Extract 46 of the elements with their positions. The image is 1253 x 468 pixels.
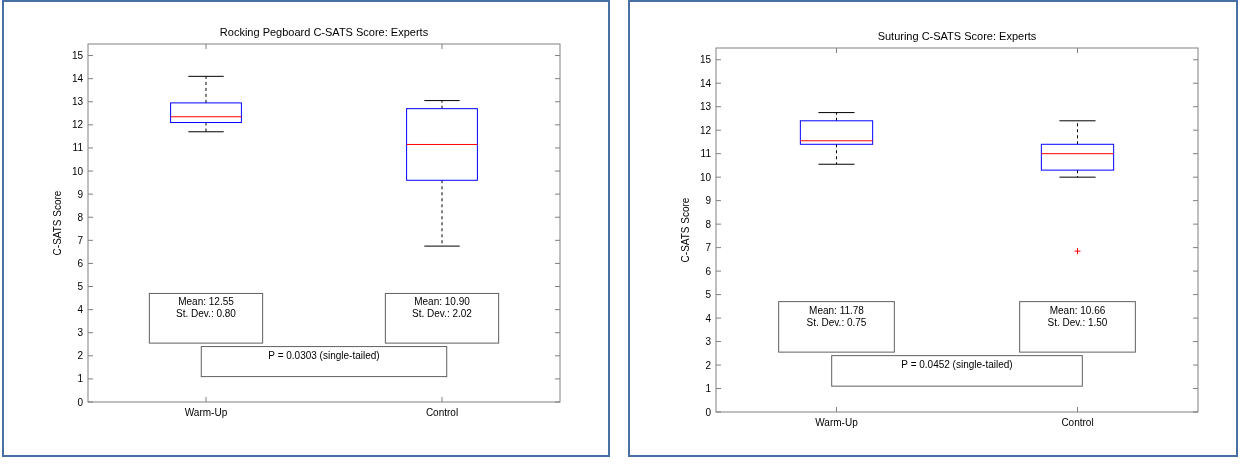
y-tick-label: 2 bbox=[77, 350, 84, 362]
y-tick-label: 4 bbox=[77, 304, 84, 316]
y-tick-label: 8 bbox=[77, 211, 84, 223]
y-tick-label: 3 bbox=[77, 327, 84, 339]
y-tick-label: 14 bbox=[71, 73, 84, 85]
y-tick-label: 11 bbox=[72, 142, 84, 154]
annotation: Mean: 10.66 St. Dev.: 1.50 bbox=[1047, 304, 1108, 328]
y-tick-label: 9 bbox=[705, 195, 712, 207]
annotation: Mean: 11.78 St. Dev.: 0.75 bbox=[806, 304, 867, 328]
y-tick-label: 1 bbox=[705, 383, 712, 395]
y-tick-label: 11 bbox=[700, 148, 712, 160]
y-tick-label: 9 bbox=[77, 188, 84, 200]
y-tick-label: 13 bbox=[699, 101, 712, 113]
y-tick-label: 15 bbox=[71, 50, 84, 62]
y-tick-label: 8 bbox=[705, 218, 712, 230]
y-tick-label: 5 bbox=[705, 289, 712, 301]
y-axis-title: C-SATS Score bbox=[680, 197, 691, 263]
y-tick-label: 10 bbox=[699, 171, 712, 183]
y-tick-label: 7 bbox=[77, 234, 84, 246]
y-tick-label: 14 bbox=[699, 77, 712, 89]
y-tick-label: 10 bbox=[71, 165, 84, 177]
y-tick-label: 1 bbox=[77, 373, 84, 385]
y-tick-label: 13 bbox=[71, 96, 84, 108]
y-tick-label: 3 bbox=[705, 336, 712, 348]
annotation: P = 0.0452 (single-tailed) bbox=[901, 358, 1013, 370]
y-tick-label: 7 bbox=[705, 242, 712, 254]
chart-title: Suturing C-SATS Score: Experts bbox=[877, 30, 1037, 42]
y-tick-label: 6 bbox=[705, 265, 712, 277]
annotation: Mean: 12.55 St. Dev.: 0.80 bbox=[176, 296, 237, 320]
annotation: P = 0.0303 (single-tailed) bbox=[268, 349, 380, 361]
y-tick-label: 4 bbox=[705, 312, 712, 324]
y-tick-label: 12 bbox=[71, 119, 84, 131]
x-tick-label: Control bbox=[425, 407, 459, 418]
chart-title: Rocking Pegboard C-SATS Score: Experts bbox=[219, 26, 429, 38]
x-tick-label: Warm-Up bbox=[815, 417, 859, 428]
y-tick-label: 15 bbox=[699, 54, 712, 66]
y-tick-label: 5 bbox=[77, 281, 84, 293]
x-tick-label: Control bbox=[1061, 417, 1094, 428]
y-tick-label: 6 bbox=[77, 257, 84, 269]
y-tick-label: 0 bbox=[77, 396, 84, 408]
y-tick-label: 2 bbox=[705, 359, 712, 371]
y-tick-label: 12 bbox=[699, 124, 712, 136]
y-axis-title: C-SATS Score bbox=[52, 190, 63, 256]
y-tick-label: 0 bbox=[705, 406, 712, 418]
x-tick-label: Warm-Up bbox=[184, 407, 228, 418]
annotation: Mean: 10.90 St. Dev.: 2.02 bbox=[412, 296, 473, 320]
